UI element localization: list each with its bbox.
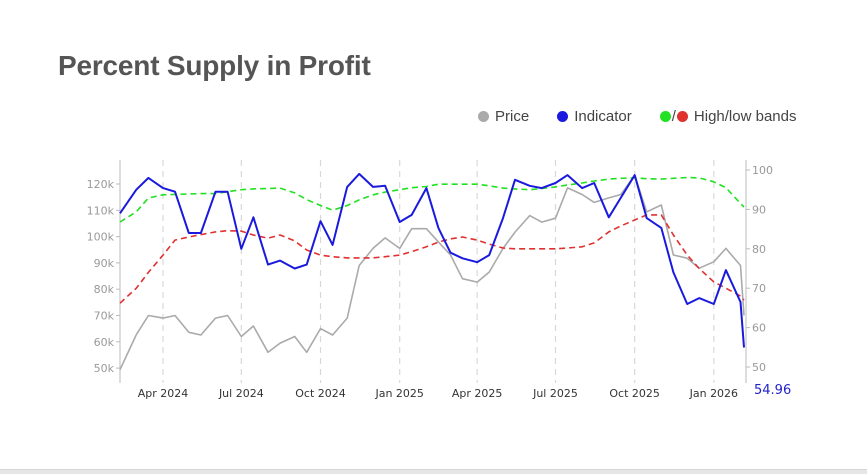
- x-tick-label: Apr 2025: [452, 387, 503, 400]
- x-tick-label: Oct 2024: [295, 387, 346, 400]
- low-band-line: [119, 214, 745, 304]
- left-tick-label: 90k: [94, 257, 115, 270]
- x-tick-label: Jul 2025: [532, 387, 578, 400]
- left-tick-label: 50k: [94, 362, 115, 375]
- last-value-label: 54.96: [754, 383, 791, 398]
- legend-item-bands[interactable]: / High/low bands: [659, 108, 797, 125]
- right-tick-label: 70: [752, 282, 766, 295]
- x-tick-label: Oct 2025: [609, 387, 660, 400]
- left-tick-label: 110k: [87, 204, 115, 217]
- legend-slash: /: [671, 108, 676, 125]
- indicator-dot-icon: [557, 111, 569, 122]
- chart-title: Percent Supply in Profit: [58, 50, 371, 81]
- x-tick-label: Jul 2024: [218, 387, 264, 400]
- right-tick-label: 90: [752, 203, 766, 216]
- price-line: [119, 174, 745, 371]
- legend-item-price[interactable]: Price: [478, 108, 529, 125]
- x-tick-label: Jan 2026: [689, 387, 738, 400]
- left-tick-label: 80k: [94, 283, 115, 296]
- high-band-dot-icon: [659, 111, 671, 122]
- bottom-divider: [0, 469, 867, 474]
- left-tick-label: 120k: [87, 178, 115, 191]
- right-tick-label: 80: [752, 243, 766, 256]
- legend-label-bands: High/low bands: [693, 108, 797, 125]
- right-tick-label: 100: [752, 164, 773, 177]
- right-tick-label: 60: [752, 322, 766, 335]
- left-tick-label: 70k: [94, 310, 115, 323]
- legend-label-price: Price: [495, 108, 530, 125]
- left-tick-label: 60k: [94, 336, 115, 349]
- legend-item-indicator[interactable]: Indicator: [557, 108, 632, 125]
- legend-label-indicator: Indicator: [574, 108, 632, 125]
- right-tick-label: 50: [752, 361, 766, 374]
- price-dot-icon: [478, 111, 489, 122]
- low-band-dot-icon: [676, 111, 688, 122]
- x-tick-label: Jan 2025: [374, 387, 423, 400]
- indicator-line: [119, 172, 745, 348]
- legend: Price Indicator / High/low bands: [478, 108, 824, 125]
- x-tick-label: Apr 2024: [138, 387, 189, 400]
- left-tick-label: 100k: [87, 231, 115, 244]
